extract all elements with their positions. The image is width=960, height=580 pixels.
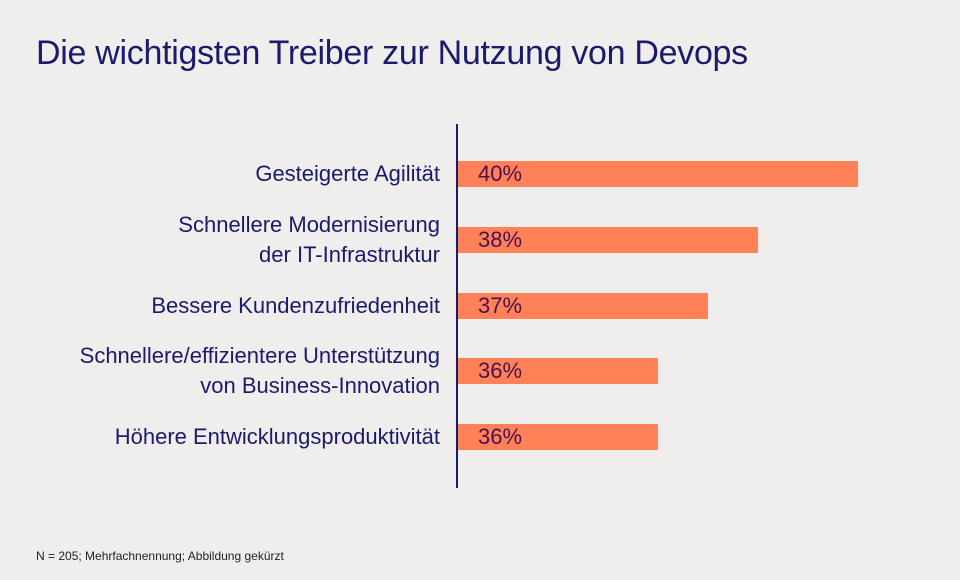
bar [458,358,658,384]
footnote: N = 205; Mehrfachnennung; Abbildung gekü… [36,549,284,563]
category-label: Gesteigerte Agilität [255,161,440,186]
bar [458,424,658,450]
data-label: 37% [478,293,523,318]
category-label: Bessere Kundenzufriedenheit [151,293,440,318]
data-label: 40% [478,161,523,186]
category-label: Schnellere Modernisierung der IT-Infrast… [178,212,440,267]
chart-title: Die wichtigsten Treiber zur Nutzung von … [36,34,748,72]
category-label: Höhere Entwicklungsproduktivität [114,424,440,449]
category-label: Schnellere/effizientere Unterstützung vo… [79,343,440,398]
bar [458,227,758,253]
data-label: 36% [478,358,523,383]
y-axis-line [456,124,458,488]
data-label: 36% [478,424,523,449]
bar [458,293,708,319]
data-label: 38% [478,227,523,252]
bar [458,161,858,187]
